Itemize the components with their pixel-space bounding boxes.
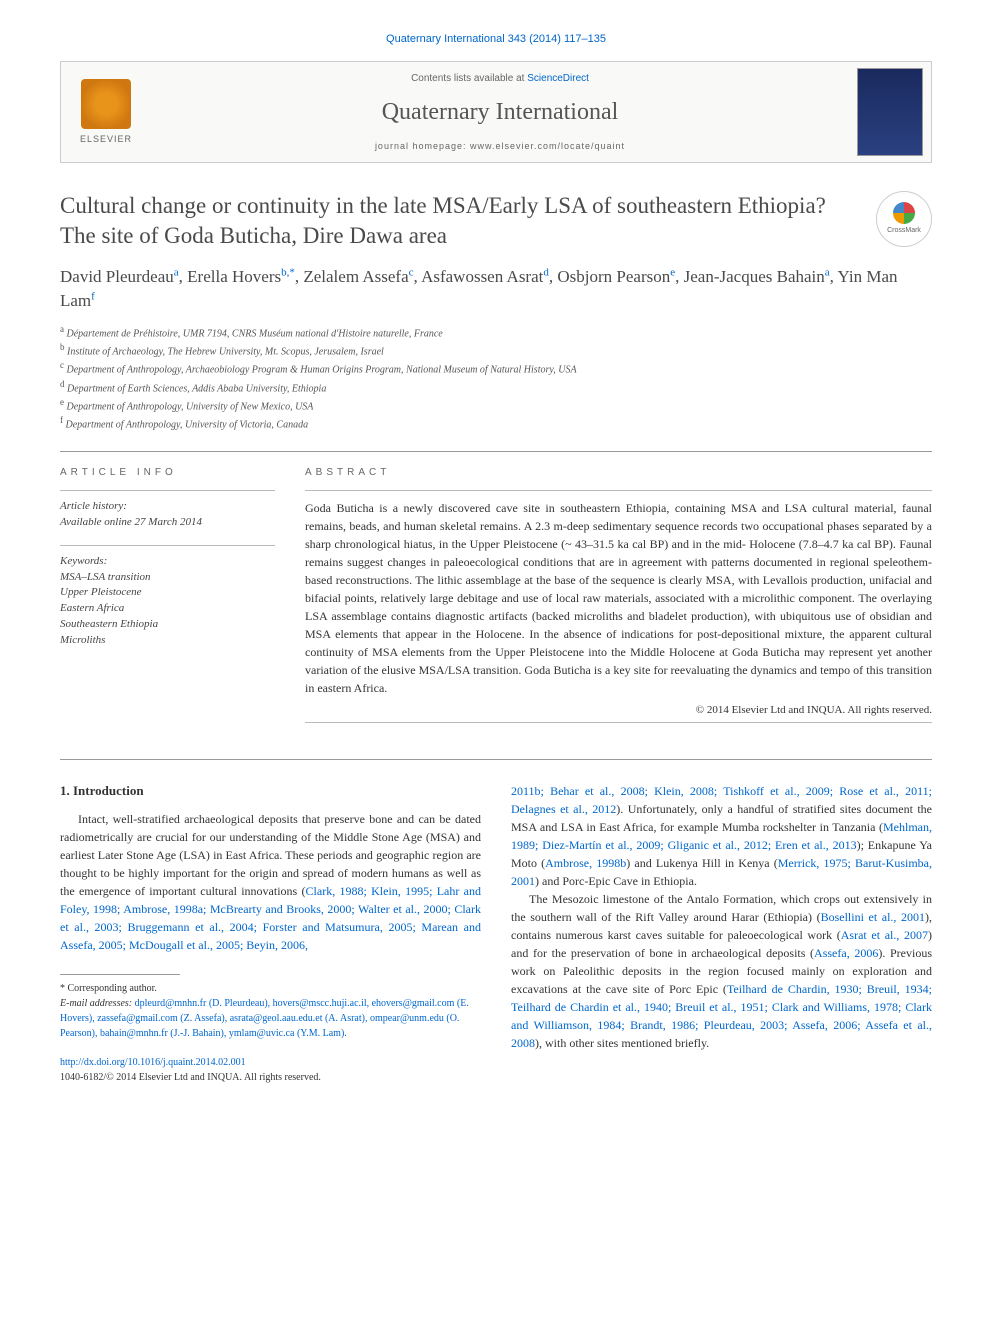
journal-cover-icon <box>857 68 923 156</box>
citation[interactable]: Ambrose, 1998b <box>545 856 626 870</box>
keyword: MSA–LSA transition <box>60 570 275 586</box>
journal-cover-block <box>849 62 931 162</box>
body-text: ), with other sites mentioned briefly. <box>535 1036 709 1050</box>
journal-masthead: ELSEVIER Contents lists available at Sci… <box>60 61 932 163</box>
citation[interactable]: Asrat et al., 2007 <box>841 928 928 942</box>
emails-label: E-mail addresses: <box>60 998 132 1009</box>
info-rule <box>305 490 932 491</box>
journal-homepage-line: journal homepage: www.elsevier.com/locat… <box>159 140 841 153</box>
masthead-center: Contents lists available at ScienceDirec… <box>151 62 849 162</box>
keywords-header: Keywords: <box>60 554 275 570</box>
affiliation-line: c Department of Anthropology, Archaeobio… <box>60 359 932 377</box>
footnotes-block: * Corresponding author. E-mail addresses… <box>60 981 481 1041</box>
body-right-column: 2011b; Behar et al., 2008; Klein, 2008; … <box>511 782 932 1085</box>
info-rule <box>60 545 275 546</box>
info-rule <box>305 722 932 723</box>
history-line: Available online 27 March 2014 <box>60 515 275 531</box>
affiliation-line: d Department of Earth Sciences, Addis Ab… <box>60 378 932 396</box>
keyword: Microliths <box>60 633 275 649</box>
doi-link[interactable]: http://dx.doi.org/10.1016/j.quaint.2014.… <box>60 1055 481 1070</box>
abstract-label: ABSTRACT <box>305 466 932 480</box>
intro-paragraph-right-1: 2011b; Behar et al., 2008; Klein, 2008; … <box>511 782 932 890</box>
homepage-url[interactable]: www.elsevier.com/locate/quaint <box>470 141 625 151</box>
affiliation-line: f Department of Anthropology, University… <box>60 414 932 432</box>
crossmark-badge[interactable]: CrossMark <box>876 191 932 247</box>
abstract-copyright: © 2014 Elsevier Ltd and INQUA. All right… <box>305 703 932 718</box>
article-history: Article history: Available online 27 Mar… <box>60 499 275 531</box>
footnote-rule <box>60 974 180 975</box>
keyword: Upper Pleistocene <box>60 585 275 601</box>
author-list: David Pleurdeaua, Erella Hoversb,*, Zela… <box>60 265 932 313</box>
section-heading-intro: 1. Introduction <box>60 782 481 800</box>
publisher-label: ELSEVIER <box>80 133 132 146</box>
article-title: Cultural change or continuity in the lat… <box>60 191 856 251</box>
affiliation-list: a Département de Préhistoire, UMR 7194, … <box>60 323 932 433</box>
intro-paragraph-left: Intact, well-stratified archaeological d… <box>60 810 481 954</box>
affiliation-line: a Département de Préhistoire, UMR 7194, … <box>60 323 932 341</box>
doi-block: http://dx.doi.org/10.1016/j.quaint.2014.… <box>60 1055 481 1085</box>
info-rule <box>60 490 275 491</box>
affiliation-line: b Institute of Archaeology, The Hebrew U… <box>60 341 932 359</box>
abstract-column: ABSTRACT Goda Buticha is a newly discove… <box>305 466 932 731</box>
contents-available-line: Contents lists available at ScienceDirec… <box>159 72 841 86</box>
article-info-label: ARTICLE INFO <box>60 466 275 480</box>
keyword: Southeastern Ethiopia <box>60 617 275 633</box>
abstract-text: Goda Buticha is a newly discovered cave … <box>305 499 932 697</box>
keywords-block: Keywords: MSA–LSA transitionUpper Pleist… <box>60 554 275 650</box>
citation[interactable]: Bosellini et al., 2001 <box>821 910 925 924</box>
body-text: ) and Lukenya Hill in Kenya ( <box>626 856 777 870</box>
keyword: Eastern Africa <box>60 601 275 617</box>
email-addresses: E-mail addresses: dpleurd@mnhn.fr (D. Pl… <box>60 996 481 1041</box>
crossmark-icon <box>893 202 915 224</box>
affiliation-line: e Department of Anthropology, University… <box>60 396 932 414</box>
body-start-rule <box>60 759 932 760</box>
body-left-column: 1. Introduction Intact, well-stratified … <box>60 782 481 1085</box>
citation[interactable]: Assefa, 2006 <box>814 946 878 960</box>
body-text: ) and Porc-Epic Cave in Ethiopia. <box>535 874 697 888</box>
history-header: Article history: <box>60 499 275 515</box>
journal-name: Quaternary International <box>159 96 841 130</box>
issn-copyright: 1040-6182/© 2014 Elsevier Ltd and INQUA.… <box>60 1070 481 1085</box>
crossmark-label: CrossMark <box>887 226 921 236</box>
article-info-column: ARTICLE INFO Article history: Available … <box>60 466 275 731</box>
publisher-logo-block: ELSEVIER <box>61 62 151 162</box>
contents-prefix: Contents lists available at <box>411 73 527 84</box>
elsevier-tree-icon <box>81 79 131 129</box>
homepage-prefix: journal homepage: <box>375 141 470 151</box>
intro-paragraph-right-2: The Mesozoic limestone of the Antalo For… <box>511 890 932 1052</box>
journal-reference: Quaternary International 343 (2014) 117–… <box>60 32 932 47</box>
divider-rule <box>60 451 932 452</box>
corresponding-author-note: * Corresponding author. <box>60 981 481 996</box>
sciencedirect-link[interactable]: ScienceDirect <box>527 73 589 84</box>
